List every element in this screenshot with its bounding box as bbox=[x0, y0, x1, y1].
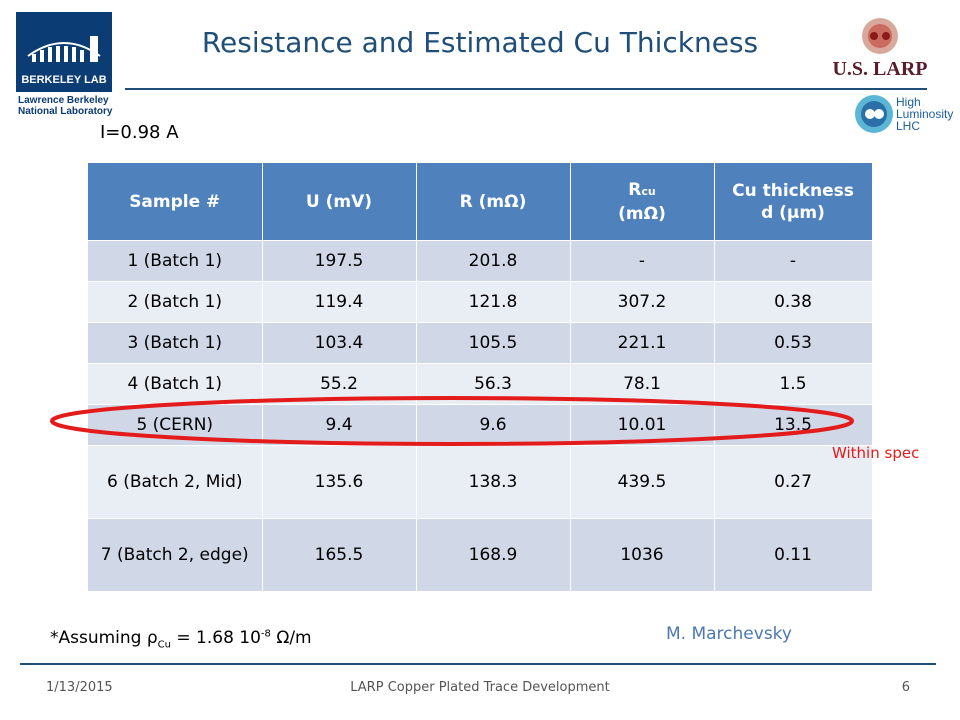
within-spec-label: Within spec bbox=[832, 444, 920, 462]
cell-sample: 2 (Batch 1) bbox=[88, 281, 263, 323]
cell-sample: 6 (Batch 2, Mid) bbox=[88, 445, 263, 519]
author-name: M. Marchevsky bbox=[666, 624, 792, 644]
hilumi-line2: Luminosity bbox=[896, 107, 954, 121]
footnote-rho-subscript: Cu bbox=[157, 639, 171, 651]
berkeley-lab-building-icon bbox=[27, 36, 101, 62]
cell-sample: 4 (Batch 1) bbox=[88, 363, 263, 405]
cell-sample: 7 (Batch 2, edge) bbox=[88, 518, 263, 591]
us-larp-logo: U.S. LARP bbox=[820, 14, 940, 92]
cell-thickness: 0.38 bbox=[714, 281, 873, 323]
header-cu-thickness-line2: d (μm) bbox=[761, 202, 825, 223]
hilumi-lhc-logo: High Luminosity LHC bbox=[852, 92, 953, 140]
header-rcu: Rcu (mΩ) bbox=[570, 163, 715, 241]
header-rcu-subscript: cu bbox=[641, 184, 656, 198]
footnote-prefix: *Assuming bbox=[50, 628, 147, 648]
footer-divider bbox=[20, 663, 936, 665]
cell-voltage: 119.4 bbox=[262, 281, 417, 323]
us-larp-logo-text: U.S. LARP bbox=[832, 58, 928, 80]
footer-title: LARP Copper Plated Trace Development bbox=[350, 680, 610, 695]
cell-thickness: 0.11 bbox=[714, 518, 873, 591]
cell-resistance: 9.6 bbox=[416, 404, 571, 446]
hilumi-line1: High bbox=[896, 95, 921, 109]
berkeley-lab-logo: BERKELEY LAB Lawrence Berkeley National … bbox=[8, 12, 112, 117]
cell-rcu: 307.2 bbox=[570, 281, 715, 323]
header-sample: Sample # bbox=[88, 163, 263, 241]
cell-resistance: 121.8 bbox=[416, 281, 571, 323]
header-cu-thickness: Cu thickness d (μm) bbox=[714, 163, 873, 241]
cell-thickness: 1.5 bbox=[714, 363, 873, 405]
table-row: 4 (Batch 1) 55.2 56.3 78.1 1.5 bbox=[88, 363, 873, 405]
berkeley-lab-name: Lawrence Berkeley National Laboratory bbox=[18, 95, 112, 117]
table-row: 6 (Batch 2, Mid) 135.6 138.3 439.5 0.27 bbox=[88, 445, 873, 519]
cell-voltage: 165.5 bbox=[262, 518, 417, 591]
cell-voltage: 103.4 bbox=[262, 322, 417, 364]
cell-resistance: 201.8 bbox=[416, 240, 571, 282]
footnote-rho: ρ bbox=[146, 628, 158, 648]
title-divider bbox=[125, 88, 927, 90]
hilumi-emblem-icon bbox=[855, 95, 893, 133]
page-number: 6 bbox=[901, 680, 910, 695]
cell-thickness: 0.27 bbox=[714, 445, 873, 519]
header-rcu-unit: (mΩ) bbox=[618, 203, 666, 224]
cell-sample: 1 (Batch 1) bbox=[88, 240, 263, 282]
highlight-ellipse bbox=[50, 396, 854, 446]
table-header-row: Sample # U (mV) R (mΩ) Rcu (mΩ) Cu thick… bbox=[88, 163, 873, 241]
resistance-table: Sample # U (mV) R (mΩ) Rcu (mΩ) Cu thick… bbox=[88, 163, 873, 591]
cell-sample: 3 (Batch 1) bbox=[88, 322, 263, 364]
berkeley-lab-name-line2: National Laboratory bbox=[18, 106, 113, 117]
header-voltage: U (mV) bbox=[262, 163, 417, 241]
header-resistance: R (mΩ) bbox=[416, 163, 571, 241]
cell-thickness: 0.53 bbox=[714, 322, 873, 364]
hilumi-line3: LHC bbox=[896, 119, 921, 133]
cell-resistance: 105.5 bbox=[416, 322, 571, 364]
table-row: 2 (Batch 1) 119.4 121.8 307.2 0.38 bbox=[88, 281, 873, 323]
cell-resistance: 168.9 bbox=[416, 518, 571, 591]
slide-title: Resistance and Estimated Cu Thickness bbox=[201, 26, 759, 59]
cell-thickness: - bbox=[714, 240, 873, 282]
assumption-footnote: *Assuming ρCu = 1.68 10-8 Ω/m bbox=[50, 628, 312, 650]
footnote-exponent: -8 bbox=[260, 628, 271, 640]
footer-date: 1/13/2015 bbox=[46, 680, 113, 695]
table-row: 1 (Batch 1) 197.5 201.8 - - bbox=[88, 240, 873, 282]
cell-voltage: 135.6 bbox=[262, 445, 417, 519]
cell-rcu: - bbox=[570, 240, 715, 282]
cell-rcu: 1036 bbox=[570, 518, 715, 591]
larp-emblem-icon bbox=[862, 18, 898, 54]
cell-resistance: 138.3 bbox=[416, 445, 571, 519]
header-rcu-symbol: R bbox=[628, 179, 642, 200]
cell-rcu: 221.1 bbox=[570, 322, 715, 364]
footnote-unit: Ω/m bbox=[270, 628, 312, 648]
footnote-value: = 1.68 10 bbox=[171, 628, 261, 648]
table-row: 7 (Batch 2, edge) 165.5 168.9 1036 0.11 bbox=[88, 518, 873, 591]
berkeley-lab-logo-mark: BERKELEY LAB bbox=[16, 12, 112, 92]
cell-rcu: 439.5 bbox=[570, 445, 715, 519]
berkeley-lab-logo-text: BERKELEY LAB bbox=[21, 74, 107, 86]
header-cu-thickness-line1: Cu thickness bbox=[732, 180, 854, 201]
cell-voltage: 197.5 bbox=[262, 240, 417, 282]
hilumi-logo-text: High Luminosity LHC bbox=[896, 96, 953, 132]
berkeley-lab-name-line1: Lawrence Berkeley bbox=[18, 95, 109, 106]
table-row: 3 (Batch 1) 103.4 105.5 221.1 0.53 bbox=[88, 322, 873, 364]
current-label: I=0.98 A bbox=[100, 122, 179, 143]
cell-voltage: 9.4 bbox=[262, 404, 417, 446]
